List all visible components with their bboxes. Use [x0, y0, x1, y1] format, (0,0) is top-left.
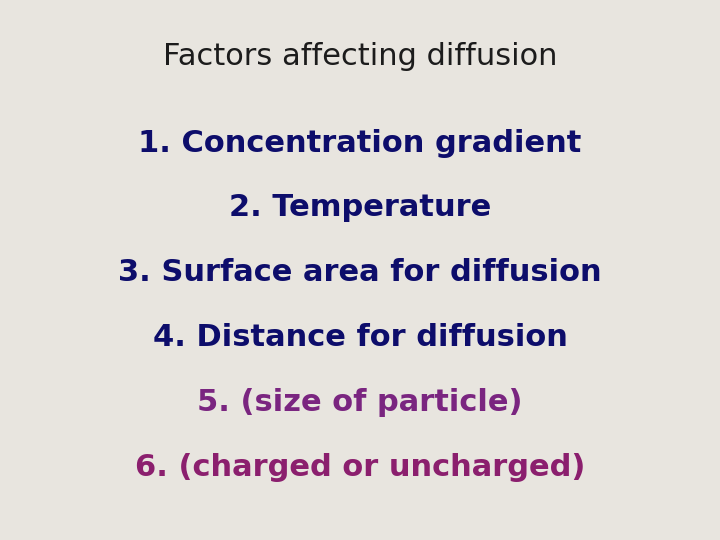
Text: 5. (size of particle): 5. (size of particle) — [197, 388, 523, 417]
Text: 4. Distance for diffusion: 4. Distance for diffusion — [153, 323, 567, 352]
Text: 1. Concentration gradient: 1. Concentration gradient — [138, 129, 582, 158]
Text: 2. Temperature: 2. Temperature — [229, 193, 491, 222]
Text: Factors affecting diffusion: Factors affecting diffusion — [163, 42, 557, 71]
Text: 6. (charged or uncharged): 6. (charged or uncharged) — [135, 453, 585, 482]
Text: 3. Surface area for diffusion: 3. Surface area for diffusion — [118, 258, 602, 287]
